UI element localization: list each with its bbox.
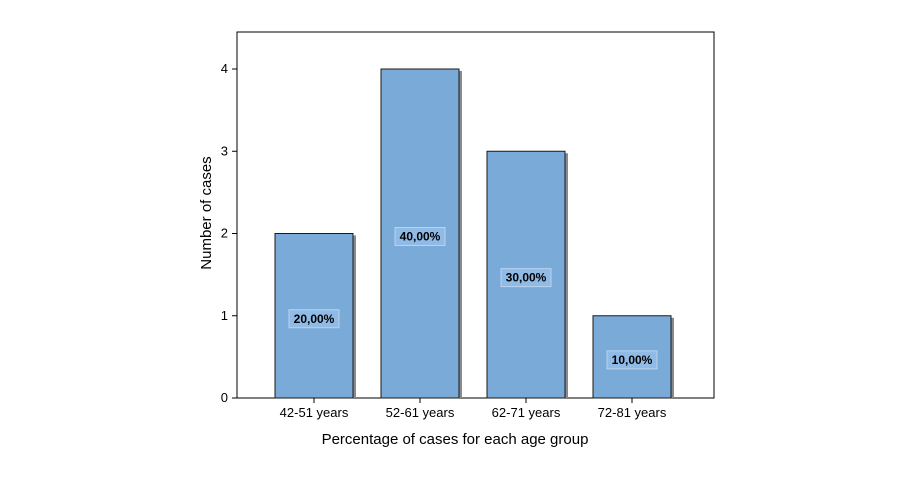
data-label-box xyxy=(500,268,552,288)
y-tick-label: 0 xyxy=(221,390,228,405)
x-axis-title: Percentage of cases for each age group xyxy=(322,431,589,448)
data-label: 30,00% xyxy=(506,271,547,285)
x-tick-label: 52-61 years xyxy=(386,405,455,420)
y-axis: 0 1 2 3 4 xyxy=(221,61,237,405)
y-axis-title: Number of cases xyxy=(198,156,215,269)
bars-group: 20,00% 40,00% 30,00% 10,00% xyxy=(274,68,674,399)
y-tick-label: 2 xyxy=(221,226,228,241)
data-label: 10,00% xyxy=(612,353,653,367)
data-label: 40,00% xyxy=(400,230,441,244)
y-tick-label: 3 xyxy=(221,143,228,158)
data-label-box xyxy=(288,309,340,329)
data-label-box xyxy=(394,227,446,246)
x-tick-label: 62-71 years xyxy=(492,405,561,420)
data-label: 20,00% xyxy=(294,312,335,326)
x-tick-label: 42-51 years xyxy=(280,405,349,420)
data-label-box xyxy=(606,350,658,370)
x-axis: 42-51 years 52-61 years 62-71 years 72-81 y… xyxy=(280,398,667,420)
y-tick-label: 1 xyxy=(221,308,228,323)
y-tick-label: 4 xyxy=(221,61,228,76)
plot-frame xyxy=(236,31,715,399)
x-tick-label: 72-81 years xyxy=(598,405,667,420)
